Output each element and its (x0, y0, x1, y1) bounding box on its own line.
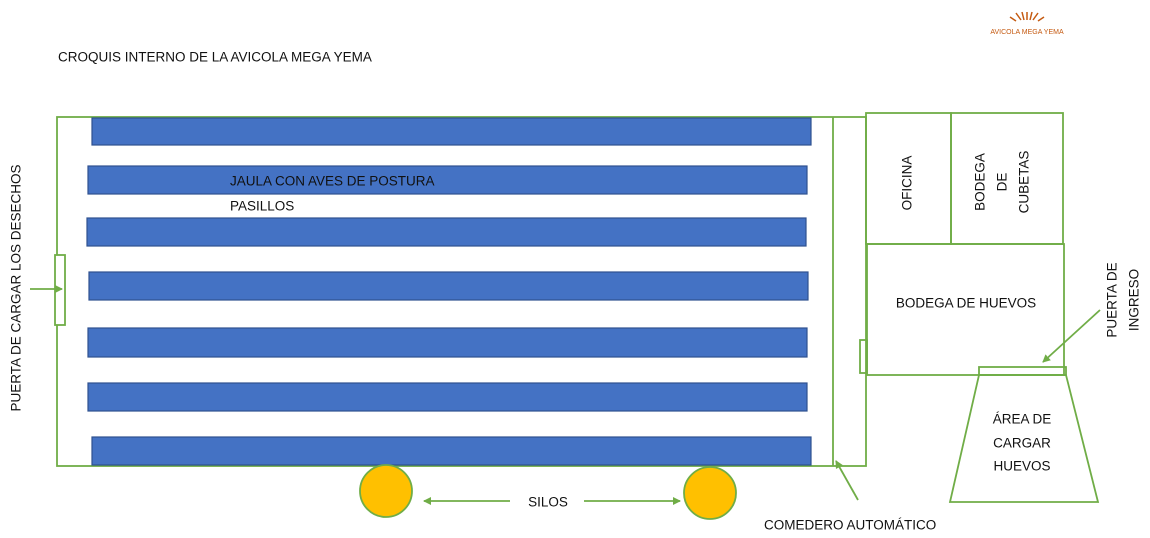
title: CROQUIS INTERNO DE LA AVICOLA MEGA YEMA (58, 50, 372, 65)
tray-label: BODEGA (973, 153, 988, 211)
loading-area (948, 374, 1100, 503)
arrow (1042, 309, 1101, 363)
tray-label: DE (995, 173, 1010, 192)
logo-text: AVICOLA MEGA YEMA (990, 29, 1064, 36)
waste-door (54, 254, 66, 326)
cages (86, 117, 812, 466)
cage-row (87, 327, 808, 358)
cages-label: JAULA CON AVES DE POSTURA (230, 174, 435, 189)
cage-row (87, 165, 808, 195)
loading-label: ÁREA DE (993, 412, 1052, 427)
silos-label: SILOS (528, 495, 568, 510)
aisles-label: PASILLOS (230, 199, 294, 214)
cage-row (91, 436, 812, 466)
cage-row (91, 117, 812, 146)
office-label: OFICINA (900, 156, 915, 211)
cage-row (88, 271, 809, 301)
egg-storage (866, 243, 1065, 376)
cage-row (87, 382, 808, 412)
cage-row (86, 217, 807, 247)
entry-label: INGRESO (1127, 269, 1142, 331)
silo (683, 466, 737, 520)
loading-label: HUEVOS (993, 459, 1050, 474)
feeder-label: COMEDERO AUTOMÁTICO (764, 518, 936, 533)
silo (359, 464, 413, 518)
egg-storage-label: BODEGA DE HUEVOS (896, 296, 1036, 311)
logo-icon (1009, 11, 1045, 22)
entry-label: PUERTA DE (1105, 262, 1120, 337)
waste-door-label: PUERTA DE CARGAR LOS DESECHOS (9, 164, 24, 411)
tray-label: CUBETAS (1017, 151, 1032, 214)
loading-label: CARGAR (993, 436, 1051, 451)
entry-door (978, 366, 1067, 376)
arrow (835, 460, 859, 501)
